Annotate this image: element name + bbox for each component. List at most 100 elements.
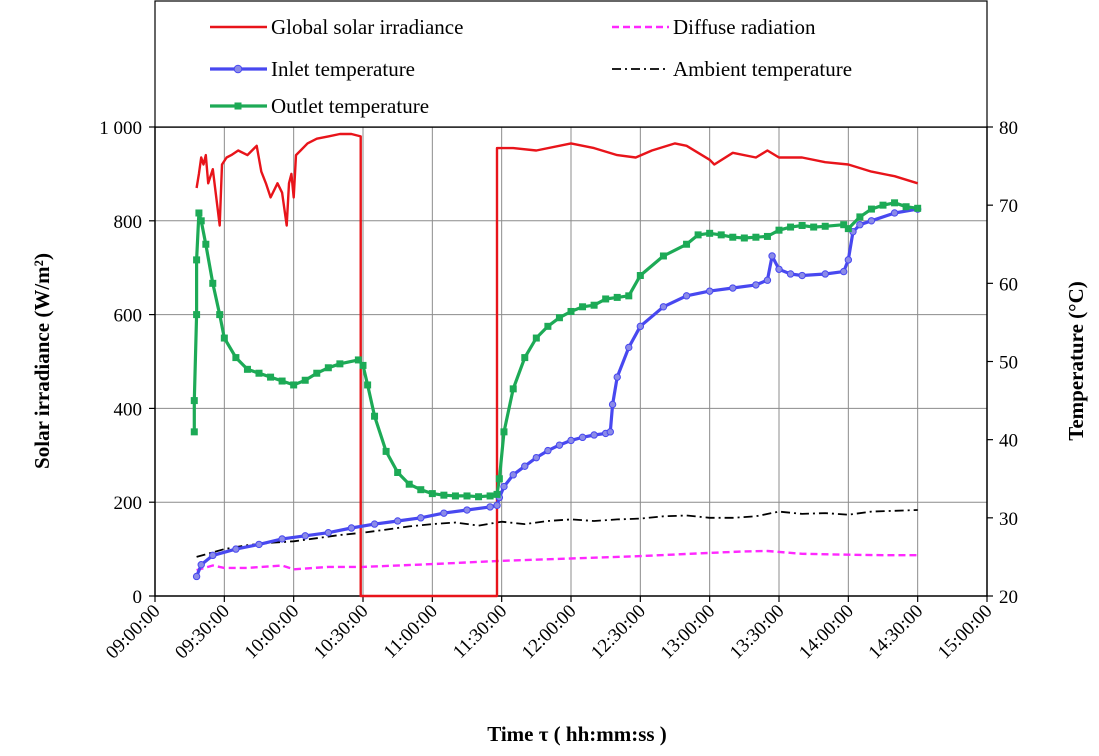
data-point-inlet-temperature (324, 528, 333, 537)
series-line-ambient-temperature (196, 509, 918, 558)
data-point-inlet-temperature (347, 524, 356, 532)
data-point-outlet-temperature (428, 490, 436, 498)
data-point-outlet-temperature (354, 356, 362, 364)
data-point-outlet-temperature (544, 322, 552, 330)
data-point-outlet-temperature (475, 493, 483, 501)
data-point-outlet-temperature (359, 361, 367, 369)
x-tick-label: 14:30:00 (865, 601, 928, 664)
y-right-tick-label: 50 (999, 353, 1018, 374)
data-point-outlet-temperature (798, 221, 806, 229)
x-tick-label: 10:00:00 (241, 601, 304, 664)
data-point-outlet-temperature (290, 381, 298, 389)
data-point-outlet-temperature (740, 234, 748, 242)
data-point-outlet-temperature (555, 314, 563, 322)
data-point-outlet-temperature (602, 295, 610, 303)
data-point-inlet-temperature (370, 520, 379, 528)
data-point-inlet-temperature (486, 503, 494, 511)
data-point-outlet-temperature (891, 199, 899, 207)
data-point-outlet-temperature (752, 233, 760, 241)
data-point-inlet-temperature (493, 501, 501, 510)
data-point-inlet-temperature (890, 209, 899, 217)
data-point-outlet-temperature (486, 492, 494, 500)
y-right-tick-label: 70 (999, 196, 1018, 217)
data-point-inlet-temperature (606, 428, 614, 436)
data-point-outlet-temperature (267, 373, 275, 381)
data-point-inlet-temperature (608, 400, 617, 409)
x-tick-label: 11:00:00 (380, 601, 442, 663)
y-right-tick-label: 80 (999, 118, 1018, 139)
data-point-outlet-temperature (775, 226, 783, 234)
data-point-inlet-temperature (521, 462, 529, 470)
x-tick-label: 15:00:00 (934, 601, 997, 664)
data-point-inlet-temperature (255, 540, 263, 549)
data-point-inlet-temperature (752, 281, 760, 289)
data-point-inlet-temperature (590, 431, 598, 439)
y-left-tick-label: 400 (114, 399, 143, 420)
data-point-outlet-temperature (440, 491, 448, 499)
data-point-outlet-temperature (856, 213, 864, 221)
data-point-outlet-temperature (195, 209, 203, 217)
data-point-inlet-temperature (209, 551, 217, 560)
data-point-outlet-temperature (521, 354, 529, 362)
data-point-inlet-temperature (659, 303, 668, 311)
data-point-inlet-temperature (197, 561, 205, 569)
y-axis-left-title: Solar irradiance (W/m²) (30, 253, 54, 469)
data-point-outlet-temperature (255, 369, 263, 377)
data-point-outlet-temperature (197, 217, 205, 225)
data-point-outlet-temperature (706, 229, 714, 237)
y-axis-right-title: Temperature (°C) (1064, 281, 1088, 440)
data-point-inlet-temperature (856, 221, 864, 229)
y-right-tick-label: 20 (999, 587, 1018, 608)
series-layer (190, 132, 922, 598)
y-right-tick-label: 60 (999, 274, 1018, 295)
data-point-inlet-temperature (763, 276, 772, 284)
data-point-outlet-temperature (532, 334, 540, 342)
data-point-outlet-temperature (190, 397, 198, 405)
x-tick-label: 13:00:00 (657, 601, 720, 664)
data-point-outlet-temperature (313, 369, 321, 377)
data-point-outlet-temperature (810, 223, 818, 231)
grid (155, 127, 987, 596)
y-right-tick-label: 40 (999, 431, 1018, 452)
data-point-inlet-temperature (301, 532, 309, 540)
x-tick-label: 14:00:00 (795, 601, 858, 664)
data-point-outlet-temperature (495, 475, 503, 483)
data-point-outlet-temperature (729, 233, 737, 241)
data-point-inlet-temperature (192, 572, 201, 581)
data-point-inlet-temperature (636, 322, 645, 331)
series-line-outlet-temperature (192, 201, 918, 499)
data-point-outlet-temperature (683, 240, 691, 248)
data-point-outlet-temperature (579, 303, 587, 311)
x-tick-label: 13:30:00 (726, 601, 789, 664)
data-point-inlet-temperature (509, 471, 517, 479)
data-point-outlet-temperature (763, 232, 771, 240)
x-axis-title: Time τ ( hh:mm:ss ) (487, 722, 667, 746)
x-tick-label: 09:30:00 (171, 601, 234, 664)
data-point-outlet-temperature (371, 412, 379, 420)
x-tick-label: 10:30:00 (310, 601, 373, 664)
data-point-inlet-temperature (232, 545, 240, 553)
legend-marker (233, 64, 243, 74)
data-point-inlet-temperature (567, 436, 575, 445)
data-point-outlet-temperature (567, 307, 575, 315)
data-point-inlet-temperature (729, 284, 737, 292)
data-point-outlet-temperature (590, 301, 598, 309)
data-point-outlet-temperature (405, 480, 413, 488)
data-point-outlet-temperature (190, 428, 198, 436)
y-left-tick-label: 200 (114, 493, 143, 514)
legend-label-diffuse-radiation: Diffuse radiation (673, 15, 816, 39)
data-point-outlet-temperature (902, 203, 910, 211)
right-axis: 20 30 40 50 60 70 80 (987, 118, 1018, 608)
data-point-outlet-temperature (193, 311, 201, 319)
data-point-inlet-temperature (278, 535, 286, 543)
legend: Global solar irradiance Diffuse radiation… (154, 0, 988, 128)
data-point-outlet-temperature (209, 279, 217, 287)
data-point-outlet-temperature (821, 222, 829, 230)
data-point-outlet-temperature (336, 360, 344, 368)
y-left-tick-label: 0 (133, 587, 143, 608)
data-point-outlet-temperature (324, 364, 332, 372)
data-point-outlet-temperature (844, 225, 852, 233)
series-line-global-solar-irradiance (195, 132, 919, 598)
data-point-inlet-temperature (440, 509, 448, 517)
